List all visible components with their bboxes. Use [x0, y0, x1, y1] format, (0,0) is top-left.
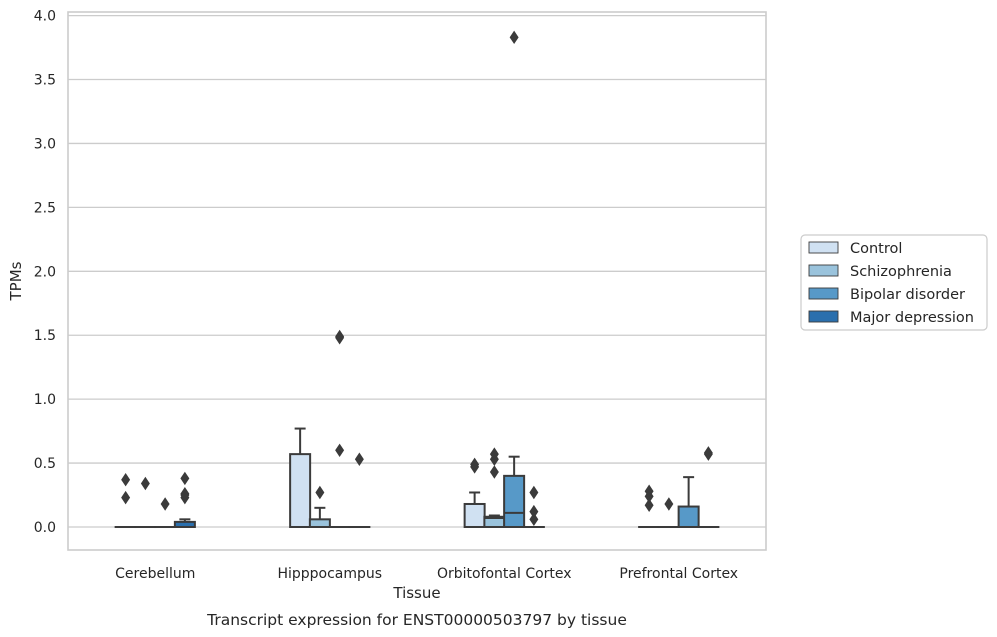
outlier-point	[160, 497, 170, 511]
box-iqr	[308, 518, 331, 528]
x-tick-label: Cerebellum	[115, 566, 195, 582]
legend-label: Control	[850, 241, 902, 257]
outlier-point	[529, 485, 539, 500]
box-iqr	[463, 502, 486, 528]
x-tick-labels: Cerebellum Hipppocampus Orbitofontal Corte…	[115, 566, 738, 582]
outlier-point	[354, 452, 364, 466]
legend-label: Schizophrenia	[850, 264, 952, 280]
outlier-point	[644, 498, 654, 512]
box-group	[522, 485, 545, 529]
x-axis-label: Tissue	[392, 584, 440, 602]
chart-caption: Transcript expression for ENST0000050379…	[206, 611, 627, 629]
outlier-point	[529, 504, 539, 519]
box-group	[677, 476, 700, 529]
outlier-point	[180, 487, 190, 501]
box-group	[308, 485, 331, 528]
outlier-point	[529, 512, 539, 527]
y-tick-label: 4.0	[34, 9, 56, 25]
box-group	[173, 471, 196, 528]
outlier-point	[664, 497, 674, 511]
outlier-point	[470, 457, 480, 472]
y-tick-label: 3.0	[34, 136, 56, 152]
legend-swatch	[808, 310, 839, 323]
y-tick-label: 0.0	[34, 520, 56, 536]
box-group	[154, 497, 177, 529]
gridlines	[68, 14, 766, 528]
box-group	[483, 447, 506, 528]
y-tick-labels: 0.0 0.5 1.0 1.5 2.0 2.5 3.0 3.5 4.0	[34, 9, 56, 536]
legend-label: Bipolar disorder	[850, 287, 965, 303]
x-tick-label: Hipppocampus	[277, 566, 382, 582]
legend-swatch	[808, 287, 839, 300]
outlier-point	[703, 446, 713, 460]
box-group	[697, 446, 720, 529]
box-group	[657, 497, 680, 529]
outlier-point	[335, 443, 345, 458]
legend-swatch	[808, 264, 839, 277]
outlier-point	[509, 30, 519, 45]
box-iqr	[677, 505, 700, 529]
y-tick-label: 1.0	[34, 392, 56, 408]
box-group	[134, 476, 157, 529]
outlier-point	[180, 471, 190, 486]
box-iqr	[289, 453, 312, 528]
outlier-point	[489, 465, 499, 479]
legend-label: Major depression	[850, 310, 974, 326]
y-tick-label: 2.5	[34, 200, 56, 216]
outlier-point	[121, 490, 131, 505]
legend-frame	[800, 234, 988, 331]
outlier-point	[489, 447, 499, 461]
box-group	[289, 427, 312, 528]
y-tick-label: 2.0	[34, 264, 56, 280]
y-tick-label: 3.5	[34, 73, 56, 89]
y-tick-label: 0.5	[34, 456, 56, 472]
plot-frame	[67, 11, 767, 551]
x-tick-label: Orbitofontal Cortex	[437, 566, 572, 582]
y-tick-label: 1.5	[34, 328, 56, 344]
outlier-point	[121, 472, 131, 487]
box-group	[114, 472, 137, 529]
box-group	[638, 484, 661, 529]
box-group	[503, 30, 526, 528]
boxes	[114, 30, 720, 529]
box-group	[328, 329, 351, 529]
outlier-point	[644, 484, 654, 498]
box-group	[348, 452, 371, 529]
y-axis-label: TPMs	[7, 261, 25, 301]
outlier-point	[335, 329, 345, 344]
box-iqr	[503, 474, 526, 528]
outlier-point	[315, 485, 325, 500]
outlier-point	[140, 476, 150, 491]
box-group	[463, 457, 486, 528]
legend: Control Schizophrenia Bipolar disorder Majo…	[800, 234, 988, 331]
legend-swatch	[808, 241, 839, 254]
x-tick-label: Prefrontal Cortex	[619, 566, 738, 582]
